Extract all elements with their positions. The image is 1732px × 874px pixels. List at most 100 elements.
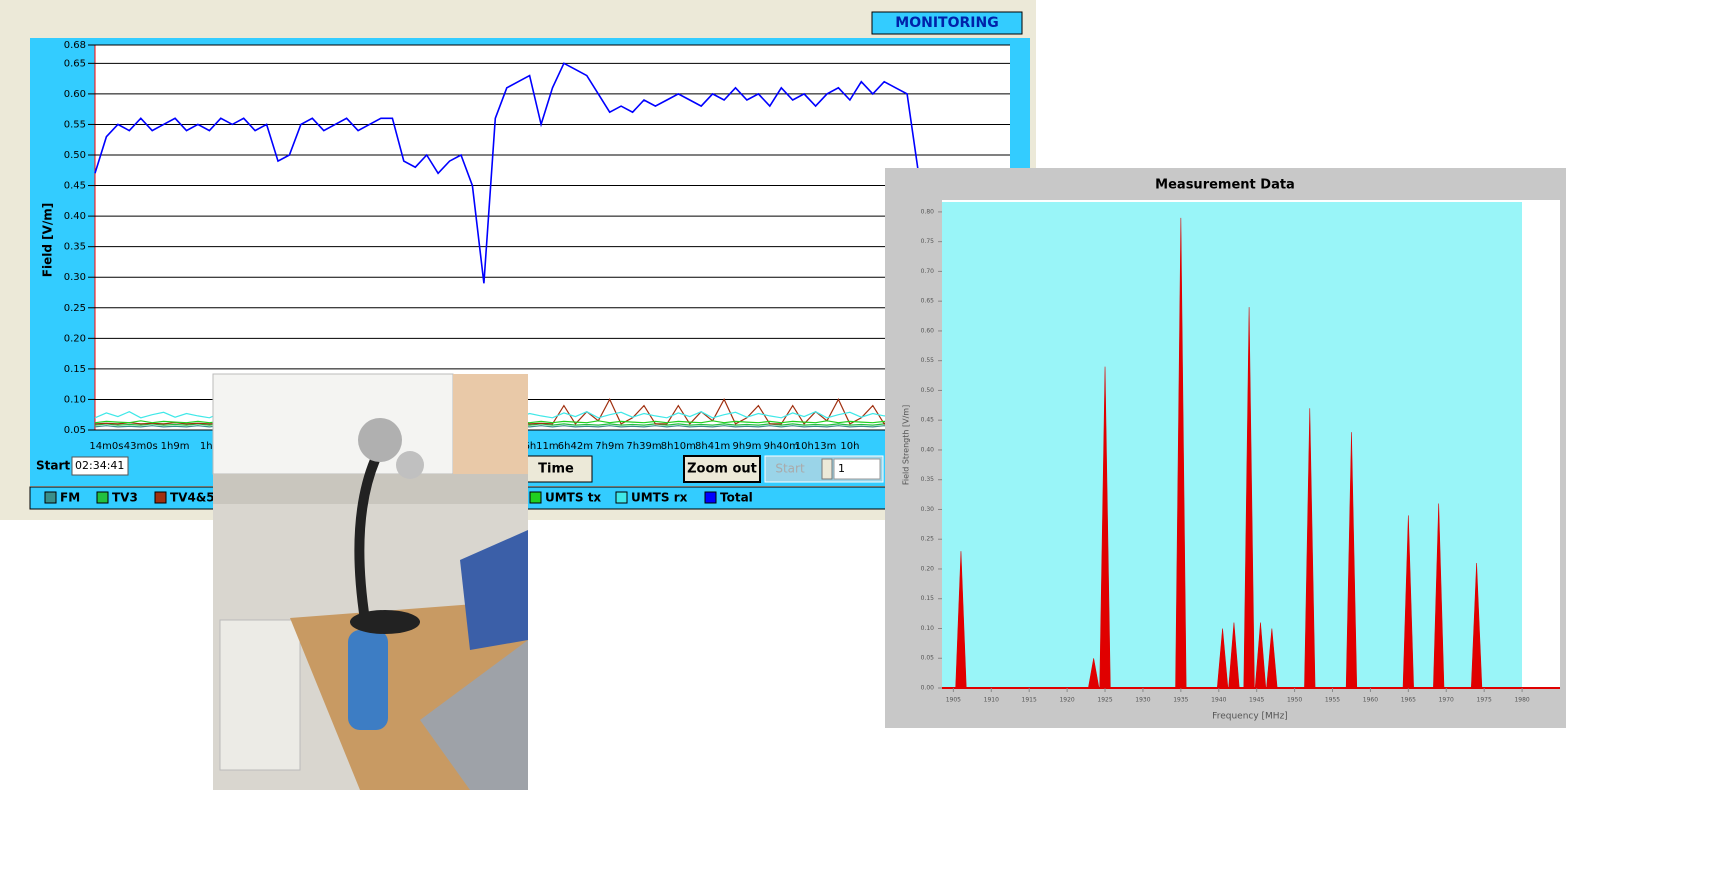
measurement-band — [942, 202, 1522, 688]
y-tick-label: 0.25 — [921, 536, 935, 543]
x-tick-label: 1945 — [1249, 697, 1264, 704]
x-tick-label: 1925 — [1097, 697, 1112, 704]
x-tick-label: 1h9m — [161, 441, 190, 452]
y-tick-label: 0.00 — [921, 685, 935, 692]
y-tick-label: 0.25 — [64, 303, 86, 314]
x-tick-label: 8h10m — [661, 441, 696, 452]
photo-laptop-screen — [460, 530, 528, 650]
photo-probe-2 — [396, 451, 424, 479]
measurement-plot-marks: 0.00 0.05 0.10 0.15 0.20 0.25 0.30 0.35 0.40 0.45… — [921, 208, 1530, 703]
legend-label: TV4&5 — [170, 491, 215, 505]
y-tick-label: 0.10 — [64, 394, 86, 405]
photo-laptop — [420, 640, 528, 790]
spike — [1433, 503, 1445, 689]
x-tick-label: 10h — [840, 441, 859, 452]
x-tick-label: 7h9m — [595, 441, 624, 452]
x-tick-label: 1955 — [1325, 697, 1340, 704]
x-tick-label: 1960 — [1363, 697, 1378, 704]
y-tick-label: 0.80 — [921, 208, 935, 215]
spike — [1228, 622, 1240, 689]
y-tick-label: 0.15 — [921, 595, 935, 602]
mode-badge — [871, 11, 1023, 35]
x-tick-label: 10h13m — [795, 441, 837, 452]
photo-radiator — [219, 619, 301, 771]
spike — [1266, 628, 1278, 689]
start-time: 02:34:41 — [75, 459, 124, 472]
y-tick-label: 0.20 — [64, 333, 86, 344]
y-tick-label: 0.68 — [64, 40, 86, 51]
y-tick-label: 0.15 — [64, 364, 86, 375]
start-spinner-label: Start — [775, 462, 805, 476]
y-tick-label: 0.35 — [64, 242, 86, 253]
zoom-out-button[interactable] — [683, 455, 761, 483]
x-tick-label: 1905 — [946, 697, 961, 704]
measurement-y-label: Field Strength [V/m] — [902, 405, 911, 485]
y-axis-label: Field [V/m] — [41, 203, 55, 277]
spinner-value: 1 — [838, 462, 845, 475]
legend-swatch — [96, 491, 109, 504]
spike — [1216, 628, 1229, 689]
x-tick-label: 43m0s — [124, 441, 158, 452]
measurement-title: Measurement Data — [1155, 178, 1295, 193]
x-tick-label: 6h11m — [523, 441, 558, 452]
x-tick-label: 9h40m — [764, 441, 799, 452]
x-tick-label: 1930 — [1135, 697, 1150, 704]
x-tick-label: 1950 — [1287, 697, 1302, 704]
x-tick-label: 14m0s — [89, 441, 123, 452]
y-tick-label: 0.20 — [921, 565, 935, 572]
series-line — [94, 62, 920, 284]
y-tick-label: 0.05 — [64, 425, 86, 436]
x-tick-label: 1h4 — [200, 441, 219, 452]
photo-meter — [348, 630, 388, 730]
y-tick-label: 0.30 — [64, 272, 86, 283]
legend-label: UMTS tx — [545, 491, 601, 505]
x-tick-label: 1935 — [1173, 697, 1188, 704]
x-tick-label: 7h39m — [626, 441, 661, 452]
y-tick-label: 0.65 — [64, 58, 86, 69]
spike — [1099, 366, 1111, 689]
photo-arm — [354, 458, 380, 621]
start-input[interactable] — [71, 456, 129, 476]
y-tick-label: 0.75 — [921, 238, 935, 245]
monitoring-window: MONITORING Field [V/m] Start 02:34:41 Ti… — [0, 0, 1036, 520]
x-tick-label: 1970 — [1439, 697, 1454, 704]
y-tick-label: 0.45 — [64, 181, 86, 192]
x-tick-label: 1910 — [984, 697, 999, 704]
x-tick-label: 1920 — [1059, 697, 1074, 704]
x-tick-label: 1915 — [1022, 697, 1037, 704]
y-tick-label: 0.40 — [64, 211, 86, 222]
y-tick-label: 0.65 — [921, 298, 935, 305]
legend-swatch — [615, 491, 628, 504]
spike — [1304, 408, 1316, 689]
legend-label: UMTS rx — [631, 491, 688, 505]
spinner-arrows[interactable] — [821, 458, 833, 480]
spike — [955, 551, 967, 689]
spike — [1470, 563, 1483, 689]
time-button-label: Time — [538, 462, 574, 477]
y-tick-label: 0.50 — [64, 150, 86, 161]
y-tick-label: 0.45 — [921, 417, 935, 424]
legend-swatch — [154, 491, 167, 504]
y-tick-label: 0.55 — [64, 119, 86, 130]
y-tick-label: 0.60 — [921, 327, 935, 334]
legend-label: FM — [60, 491, 80, 505]
measurement-x-label: Frequency [MHz] — [1212, 712, 1288, 722]
time-button[interactable] — [519, 455, 593, 483]
y-tick-label: 0.70 — [921, 268, 935, 275]
y-tick-label: 0.50 — [921, 387, 935, 394]
x-tick-label: 1975 — [1477, 697, 1492, 704]
spike — [1402, 515, 1414, 689]
spinner-input[interactable] — [833, 458, 881, 480]
x-tick-label: 9h9m — [733, 441, 762, 452]
y-tick-label: 0.05 — [921, 655, 935, 662]
x-tick-label: 1965 — [1401, 697, 1416, 704]
plot-area — [95, 45, 1010, 430]
zoom-out-label: Zoom out — [687, 462, 757, 477]
x-tick-label: 1980 — [1514, 697, 1529, 704]
spike — [1087, 658, 1100, 689]
y-tick-label: 0.10 — [921, 625, 935, 632]
photo-curtain — [453, 374, 528, 484]
start-label: Start — [36, 459, 70, 473]
spike — [1243, 307, 1255, 689]
